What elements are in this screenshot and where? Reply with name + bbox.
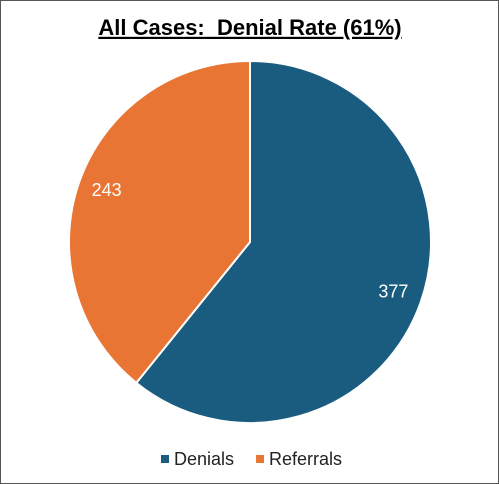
pie-slice bbox=[68, 59, 251, 385]
legend-label: Denials bbox=[174, 449, 234, 469]
data-label: 377 bbox=[378, 281, 408, 301]
chart-title: All Cases: Denial Rate (61%) bbox=[98, 15, 401, 40]
legend-marker bbox=[161, 455, 169, 463]
data-label: 243 bbox=[92, 180, 122, 200]
legend-marker bbox=[256, 455, 265, 463]
legend-label: Referrals bbox=[269, 449, 342, 469]
pie-slice bbox=[134, 59, 432, 424]
